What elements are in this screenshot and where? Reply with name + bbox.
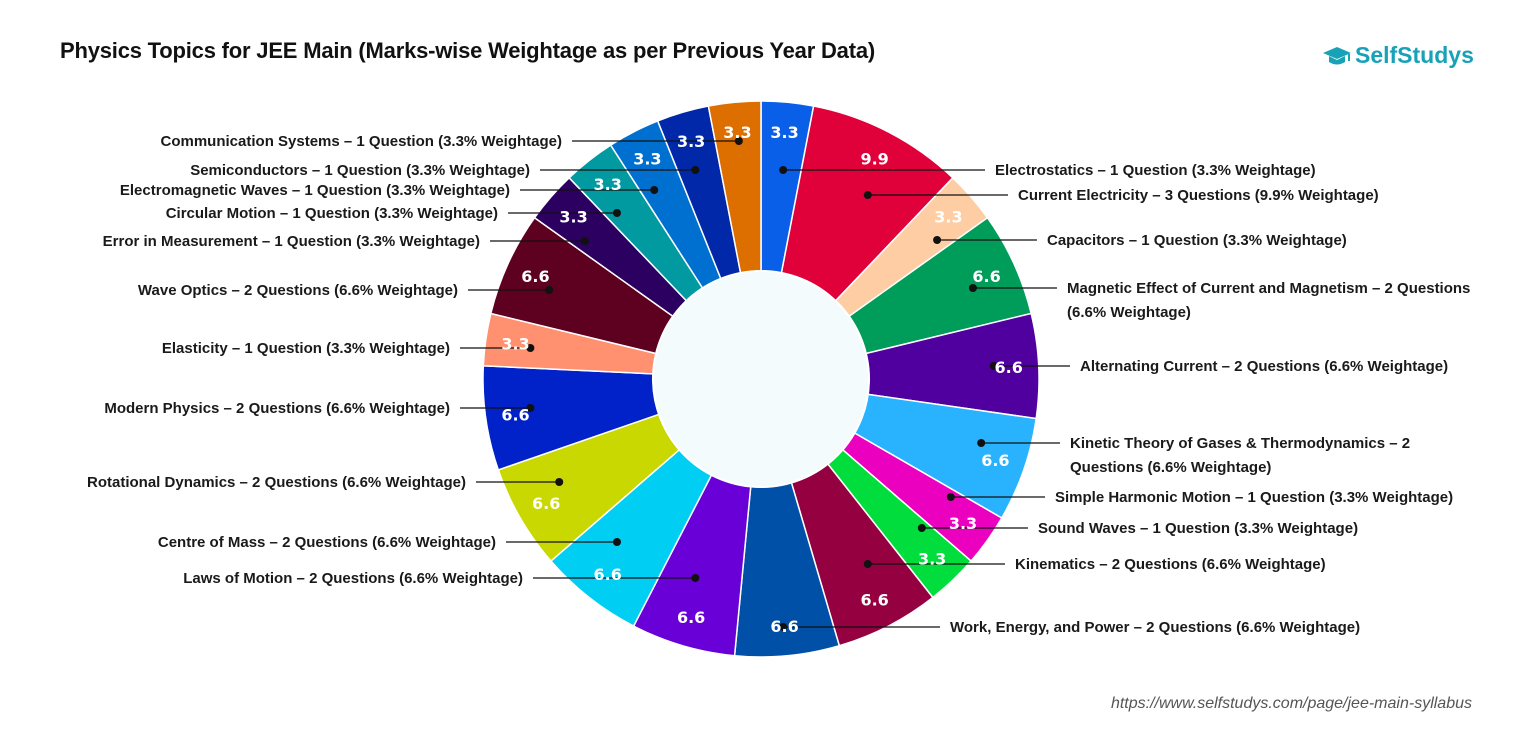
category-label: Electrostatics – 1 Question (3.3% Weight… (995, 162, 1316, 179)
leader-dot (555, 478, 564, 486)
slice-value-label: 6.6 (860, 590, 888, 609)
category-label: Sound Waves – 1 Question (3.3% Weightage… (1038, 520, 1358, 537)
brand-name: SelfStudys (1355, 42, 1474, 68)
category-label: Modern Physics – 2 Questions (6.6% Weigh… (104, 400, 450, 417)
slice-value-label: 6.6 (972, 267, 1000, 286)
slice-value-label: 3.3 (723, 123, 751, 142)
slice-value-label: 3.3 (949, 514, 977, 533)
graduation-cap-icon (1323, 46, 1351, 64)
slice-value-label: 3.3 (677, 132, 705, 151)
leader-dot (779, 166, 788, 174)
slice-value-label: 6.6 (594, 565, 622, 584)
leader-dot (946, 493, 955, 501)
slice-value-label: 6.6 (770, 617, 798, 636)
leader-dot (650, 186, 659, 194)
category-label: Capacitors – 1 Question (3.3% Weightage) (1047, 232, 1347, 249)
slice-value-label: 6.6 (501, 405, 529, 424)
category-label: Electromagnetic Waves – 1 Question (3.3%… (120, 182, 510, 199)
category-label: Kinetic Theory of Gases & Thermodynamics… (1070, 435, 1410, 476)
leaders: Electrostatics – 1 Question (3.3% Weight… (87, 133, 1470, 636)
source-url: https://www.selfstudys.com/page/jee-main… (1110, 695, 1472, 712)
slice-value-label: 3.3 (559, 208, 587, 227)
slice-value-label: 6.6 (995, 358, 1023, 377)
slice-value-label: 3.3 (594, 175, 622, 194)
category-label: Kinematics – 2 Questions (6.6% Weightage… (1015, 556, 1326, 573)
slice-value-label: 3.3 (934, 208, 962, 227)
leader-dot (612, 538, 621, 546)
leader-dot (691, 166, 700, 174)
leader-dot (580, 237, 589, 245)
leader-dot (526, 344, 535, 352)
category-label: Alternating Current – 2 Questions (6.6% … (1080, 358, 1448, 375)
category-label: Simple Harmonic Motion – 1 Question (3.3… (1055, 489, 1453, 506)
leader-dot (545, 286, 554, 294)
leader-dot (863, 560, 872, 568)
category-label: Wave Optics – 2 Questions (6.6% Weightag… (138, 282, 458, 299)
leader-dot (933, 236, 942, 244)
donut-hole (652, 270, 870, 488)
chart-title: Physics Topics for JEE Main (Marks-wise … (60, 38, 875, 63)
brand-logo: SelfStudys (1322, 42, 1474, 69)
category-label: Magnetic Effect of Current and Magnetism… (1067, 280, 1470, 321)
slice-value-label: 6.6 (521, 267, 549, 286)
slices (482, 100, 1040, 658)
leader-dot (612, 209, 621, 217)
category-label: Error in Measurement – 1 Question (3.3% … (103, 233, 480, 250)
leader-dot (734, 137, 743, 145)
leader-dot (779, 623, 788, 631)
category-label: Rotational Dynamics – 2 Questions (6.6% … (87, 474, 466, 491)
slice-value-label: 9.9 (860, 150, 888, 169)
category-label: Centre of Mass – 2 Questions (6.6% Weigh… (158, 534, 496, 551)
leader-dot (917, 524, 926, 532)
slice-value-label: 6.6 (981, 451, 1009, 470)
slice-value-label: 3.3 (633, 150, 661, 169)
slice-value-label: 3.3 (918, 549, 946, 568)
category-label: Laws of Motion – 2 Questions (6.6% Weigh… (183, 570, 523, 587)
leader-dot (863, 191, 872, 199)
leader-dot (968, 284, 977, 292)
slice-value-label: 3.3 (770, 123, 798, 142)
leader-dot (691, 574, 700, 582)
category-label: Work, Energy, and Power – 2 Questions (6… (950, 619, 1360, 636)
category-label: Semiconductors – 1 Question (3.3% Weight… (190, 162, 530, 179)
category-label: Circular Motion – 1 Question (3.3% Weigh… (166, 205, 498, 222)
category-label: Communication Systems – 1 Question (3.3%… (161, 133, 562, 150)
slice-value-label: 3.3 (501, 335, 529, 354)
slice-value-label: 6.6 (677, 608, 705, 627)
leader-dot (526, 404, 535, 412)
leader-dot (989, 362, 998, 370)
leader-dot (977, 439, 986, 447)
category-label: Current Electricity – 3 Questions (9.9% … (1018, 187, 1379, 204)
category-label: Elasticity – 1 Question (3.3% Weightage) (162, 340, 450, 357)
slice-value-label: 6.6 (532, 494, 560, 513)
value-labels: 3.39.93.36.66.66.63.33.36.66.66.66.66.66… (501, 123, 1023, 636)
